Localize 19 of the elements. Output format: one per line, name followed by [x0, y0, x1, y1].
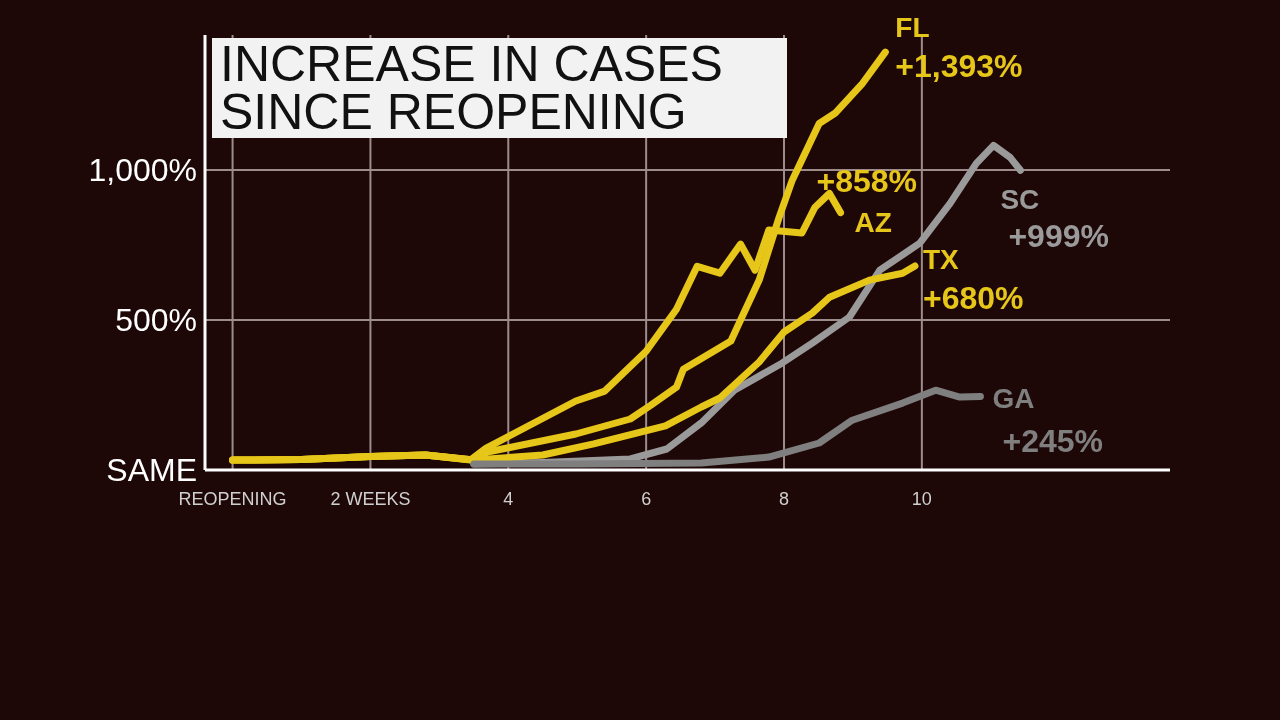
- x-tick-label: 2 WEEKS: [330, 488, 411, 509]
- series-label: TX: [922, 244, 959, 276]
- series-label: AZ: [854, 206, 892, 239]
- annotation: +245%: [1002, 422, 1103, 460]
- x-tick-label: 10: [911, 488, 932, 509]
- series-label: FL: [895, 12, 930, 45]
- x-tick-label: 6: [641, 488, 652, 509]
- x-tick-label: 8: [778, 488, 790, 509]
- y-tick-label: SAME: [106, 452, 197, 489]
- x-tick-label: REOPENING: [178, 488, 287, 509]
- y-tick-label: 1,000%: [88, 152, 197, 189]
- series-label: GA: [992, 382, 1035, 415]
- annotation: +680%: [922, 280, 1024, 317]
- annotation: +999%: [1008, 218, 1109, 256]
- y-tick-label: 500%: [115, 302, 197, 339]
- annotation: +858%: [816, 162, 918, 200]
- x-tick-label: 4: [503, 488, 514, 509]
- text: INCREASE IN CASES SINCE REOPENING: [212, 36, 787, 140]
- series-label: SC: [1000, 184, 1040, 217]
